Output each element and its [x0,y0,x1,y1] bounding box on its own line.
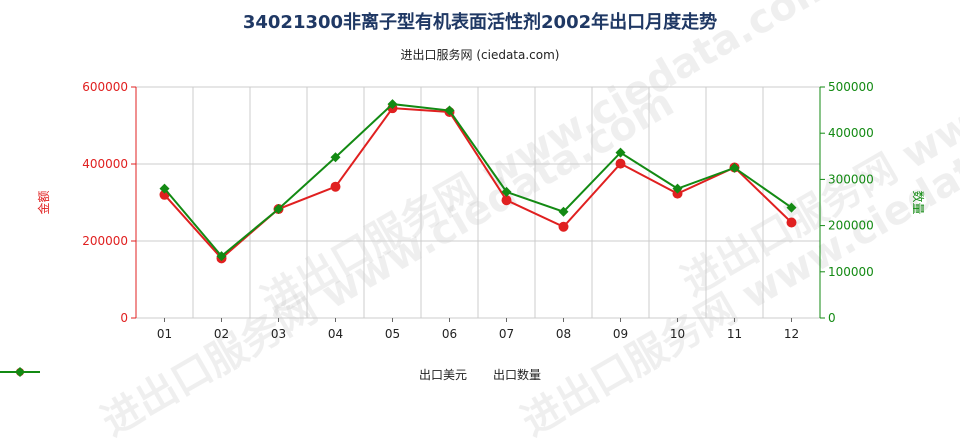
left-axis-tick-label: 200000 [82,234,128,248]
left-axis-tick-label: 400000 [82,157,128,171]
series-1-point [387,99,398,110]
chart-subtitle: 进出口服务网 (ciedata.com) [400,48,560,62]
series-1-point [216,251,227,262]
left-axis-tick-label: 600000 [82,80,128,94]
x-axis-tick-label: 02 [214,327,229,341]
right-axis-tick-label: 200000 [828,219,874,233]
right-axis-tick-label: 500000 [828,80,874,94]
x-axis-tick-label: 07 [499,327,514,341]
series-1-point [672,183,683,194]
series-0-point [330,181,341,192]
legend-item-export-usd[interactable]: 出口美元 [0,366,467,383]
series-line-1 [163,103,793,258]
x-axis-tick-label: 06 [442,327,457,341]
series-1-point [330,152,341,163]
legend-label-export-qty: 出口数量 [493,368,542,382]
chart-svg: 0 200000 400000 600000 金额 0 100000 200000 300000… [36,80,926,341]
legend-marker-export-qty [0,367,40,377]
x-axis-tick-label: 10 [670,327,685,341]
right-axis-tick-label: 400000 [828,126,874,140]
legend: 出口美元 出口数量 [0,366,960,383]
series-1-point [558,206,569,217]
chart-title: 34021300非离子型有机表面活性剂2002年出口月度走势 [242,12,718,33]
x-axis-tick-label: 03 [271,327,286,341]
series-1-point [273,203,284,214]
x-axis-tick-label: 11 [727,327,742,341]
series-1-point [729,162,740,173]
series-0-point [558,221,569,232]
series-0-point [672,188,683,199]
left-axis-label: 金额 [36,190,51,214]
right-axis-label: 数量 [911,190,926,214]
right-axis-tick-label: 300000 [828,172,874,186]
x-axis-tick-label: 01 [157,327,172,341]
x-axis-tick-label: 05 [385,327,400,341]
x-axis-tick-label: 04 [328,327,343,341]
series-1-point [159,183,170,194]
x-axis-tick-label: 12 [784,327,799,341]
right-axis-tick-label: 100000 [828,265,874,279]
right-axis-tick-label: 0 [828,311,836,325]
x-axis-tick-label: 08 [556,327,571,341]
legend-item-export-qty[interactable]: 出口数量 [0,366,542,383]
series-1-point [786,202,797,213]
x-axis-tick-label: 09 [613,327,628,341]
left-axis-tick-label: 0 [120,311,128,325]
series-0-point [615,158,626,169]
series-1-point [444,105,455,116]
series-1-point [501,186,512,197]
series-0-point [786,217,797,228]
series-1-point [615,147,626,158]
series-0-point [501,195,512,206]
legend-label-export-usd: 出口美元 [418,368,467,382]
